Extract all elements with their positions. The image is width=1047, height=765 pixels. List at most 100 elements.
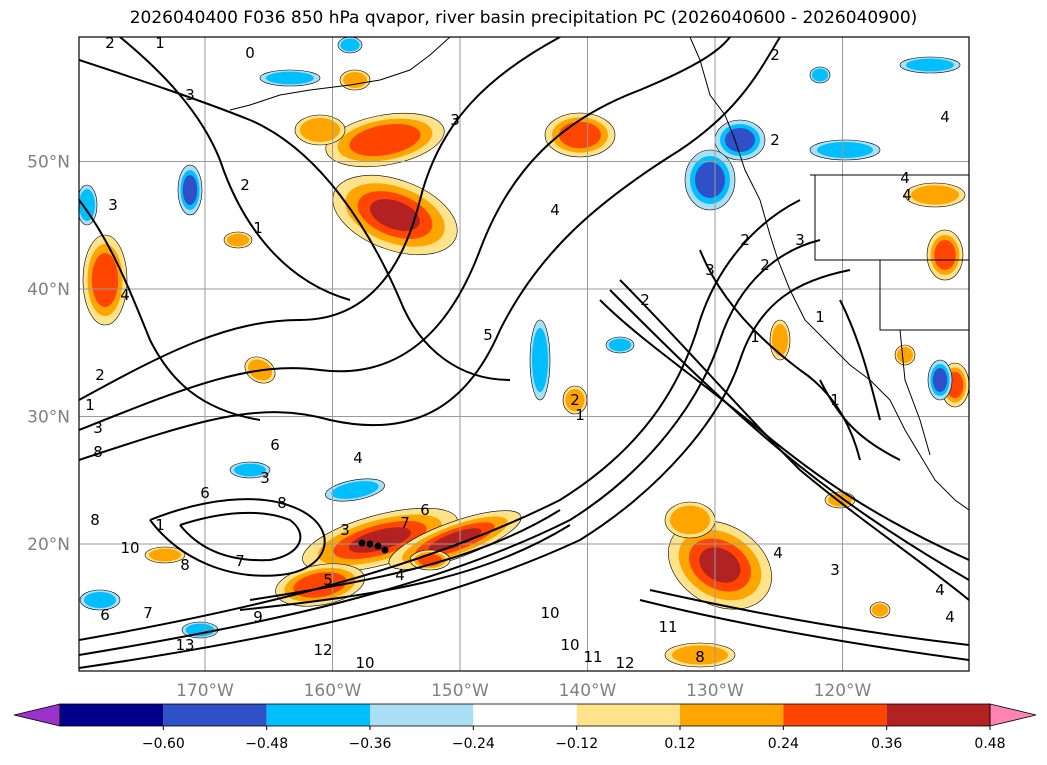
precip-pc-area	[79, 189, 95, 221]
qvapor-contour-label: 3	[108, 196, 118, 214]
colorbar-tick-label: −0.36	[349, 736, 392, 752]
precip-pc-area	[300, 118, 340, 142]
qvapor-contour-label: 2	[770, 131, 780, 149]
precip-pc-area	[183, 175, 197, 205]
island	[367, 541, 373, 547]
qvapor-contour-label: 8	[90, 511, 100, 529]
qvapor-contour-label: 4	[900, 169, 910, 187]
precip-pc-area	[772, 324, 788, 356]
qvapor-contour-label: 8	[277, 494, 287, 512]
qvapor-contour-label: 7	[143, 604, 153, 622]
qvapor-contour-label: 8	[93, 443, 103, 461]
colorbar-segment	[60, 704, 163, 726]
colorbar-tick-label: 0.36	[871, 736, 902, 752]
qvapor-contour-label: 11	[658, 618, 677, 636]
qvapor-contour-label: 3	[93, 419, 103, 437]
qvapor-contour-label: 13	[175, 636, 194, 654]
qvapor-contour-label: 4	[940, 108, 950, 126]
qvapor-contour-label: 4	[353, 449, 363, 467]
qvapor-contour-label: 2	[770, 46, 780, 64]
precip-pc-area	[812, 69, 828, 82]
qvapor-contour-label: 11	[583, 648, 602, 666]
qvapor-contour-label: 5	[323, 571, 333, 589]
qvapor-contour-label: 1	[750, 328, 760, 346]
qvapor-contour-label: 4	[120, 286, 130, 304]
precip-pc-area	[934, 240, 956, 270]
colorbar-extend-high	[990, 704, 1036, 726]
colorbar-tick-label: 0.48	[974, 736, 1005, 752]
colorbar-segment	[473, 704, 576, 726]
precip-pc-area	[695, 162, 725, 198]
qvapor-contour-label: 2	[570, 391, 580, 409]
lon-tick-label: 140°W	[559, 681, 617, 701]
qvapor-contour-label: 1	[253, 219, 263, 237]
precip-pc-area	[227, 234, 249, 247]
longitude-axis: 170°W 160°W 150°W 140°W 130°W 120°W	[176, 681, 871, 701]
latitude-axis: 20°N30°N40°N50°N	[27, 153, 70, 556]
qvapor-contour-label: 12	[615, 654, 634, 672]
colorbar-segment	[267, 704, 370, 726]
colorbar: −0.60 −0.48 −0.36 −0.24 −0.12 0.12 0.24 0.36 0.4…	[14, 704, 1047, 752]
qvapor-contour-label: 10	[540, 604, 559, 622]
lat-tick-label: 50°N	[27, 153, 70, 173]
qvapor-contour-label: 7	[235, 552, 245, 570]
precip-pc-area	[609, 339, 631, 352]
qvapor-contour-label: 1	[155, 516, 165, 534]
qvapor-contour-label: 4	[945, 608, 955, 626]
qvapor-contour-label: 4	[902, 186, 912, 204]
lat-tick-label: 30°N	[27, 408, 70, 428]
precip-pc-area	[266, 72, 314, 85]
qvapor-contour-label: 7	[400, 514, 410, 532]
colorbar-segment	[163, 704, 266, 726]
qvapor-contour-label: 2	[760, 256, 770, 274]
qvapor-contour-label: 2	[240, 176, 250, 194]
colorbar-extend-low	[14, 704, 60, 726]
qvapor-contour-label: 4	[773, 544, 783, 562]
qvapor-contour-label: 4	[395, 566, 405, 584]
colorbar-tick-label: −0.60	[142, 736, 185, 752]
colorbar-tick-label: −0.24	[452, 736, 495, 752]
qvapor-contour-label: 6	[270, 436, 280, 454]
island	[375, 543, 381, 549]
colorbar-segment	[887, 704, 990, 726]
qvapor-contour-label: 6	[100, 606, 110, 624]
precip-pc-area	[559, 122, 601, 148]
qvapor-contour-label: 8	[180, 556, 190, 574]
colorbar-tick-label: 0.24	[768, 736, 799, 752]
qvapor-contour-label: 6	[420, 501, 430, 519]
colorbar-tick-label: −0.48	[245, 736, 288, 752]
lon-tick-label: 170°W	[176, 681, 234, 701]
colorbar-segment	[783, 704, 886, 726]
qvapor-contour-label: 2	[740, 231, 750, 249]
precip-pc-area	[725, 128, 755, 152]
qvapor-contour-label: 1	[85, 396, 95, 414]
colorbar-tick-label: 0.12	[664, 736, 695, 752]
qvapor-contour-label: 1	[815, 308, 825, 326]
qvapor-contour-label: 3	[705, 261, 715, 279]
qvapor-contour-label: 2	[640, 291, 650, 309]
qvapor-contour-label: 0	[245, 44, 255, 62]
qvapor-contour-label: 3	[185, 86, 195, 104]
lon-tick-label: 130°W	[686, 681, 744, 701]
qvapor-contour-label: 1	[830, 391, 840, 409]
lon-tick-label: 120°W	[814, 681, 872, 701]
lon-tick-label: 160°W	[304, 681, 362, 701]
lon-tick-label: 150°W	[431, 681, 489, 701]
precip-pc-area	[897, 347, 913, 363]
colorbar-segment	[680, 704, 783, 726]
qvapor-contour-label: 2	[95, 366, 105, 384]
colorbar-segment	[577, 704, 680, 726]
qvapor-contour-label: 10	[560, 636, 579, 654]
precip-pc-area	[872, 604, 888, 617]
qvapor-contour-label: 3	[450, 111, 460, 129]
qvapor-contour-label: 10	[120, 539, 139, 557]
qvapor-contour-label: 9	[253, 608, 263, 626]
precip-pc-area	[817, 142, 873, 158]
qvapor-contour-label: 10	[355, 654, 374, 672]
colorbar-tick-label: −0.12	[555, 736, 598, 752]
qvapor-contour-label: 3	[830, 561, 840, 579]
colorbar-segment	[370, 704, 473, 726]
qvapor-contour-label: 3	[340, 521, 350, 539]
